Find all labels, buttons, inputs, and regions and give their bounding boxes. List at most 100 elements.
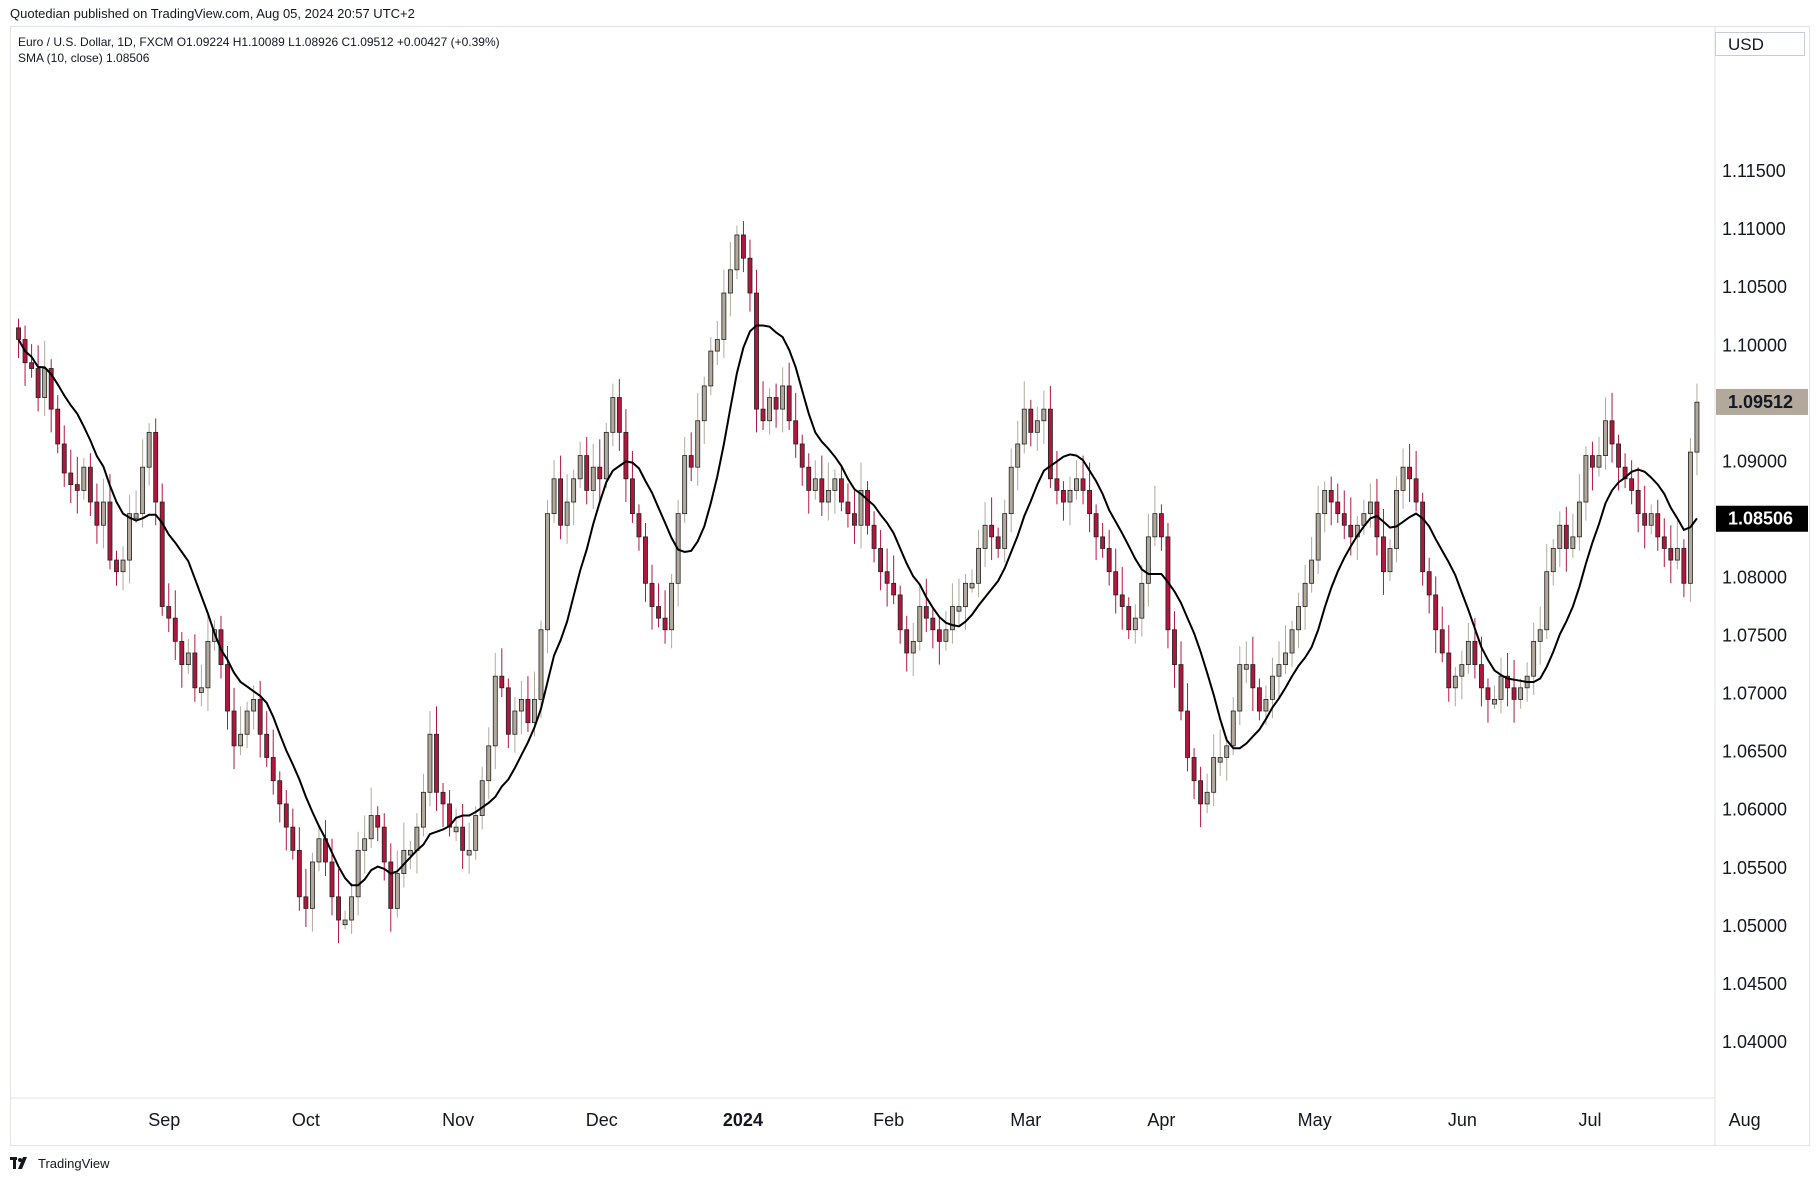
candle-body — [1198, 780, 1204, 805]
candle-body — [264, 733, 270, 758]
candle-body — [473, 815, 479, 851]
candle-body — [185, 652, 191, 665]
candle-body — [1433, 594, 1439, 631]
candle-body — [1616, 443, 1621, 468]
candle-body — [1185, 710, 1190, 758]
candle-body — [1603, 420, 1608, 456]
candle-body — [682, 455, 688, 515]
candle-body — [1687, 451, 1693, 584]
candle-body — [1596, 455, 1602, 468]
candle-body — [225, 664, 230, 712]
candle-body — [309, 861, 315, 909]
candle-body — [701, 385, 707, 422]
candle-body — [832, 478, 838, 491]
candle-body — [1557, 524, 1563, 549]
candle-body — [460, 826, 466, 851]
candle-body — [1296, 606, 1301, 631]
candle-body — [721, 292, 727, 340]
x-tick-label: May — [1298, 1110, 1332, 1130]
candle-body — [127, 513, 132, 561]
candle-body — [434, 733, 439, 793]
candle-body — [257, 699, 263, 735]
published-caption: Quotedian published on TradingView.com, … — [10, 6, 415, 21]
chart-frame[interactable] — [10, 26, 1810, 1146]
candle-body — [1381, 536, 1386, 573]
y-tick-label: 1.11500 — [1722, 161, 1786, 181]
candle-body — [107, 501, 113, 561]
candle-body — [336, 896, 341, 921]
candle-body — [48, 368, 54, 410]
candle-body — [767, 397, 772, 422]
x-tick-label: Apr — [1147, 1110, 1175, 1130]
y-tick-label: 1.05000 — [1722, 916, 1787, 936]
candle-body — [943, 629, 949, 642]
candle-body — [381, 826, 387, 863]
candle-body — [773, 397, 779, 410]
x-tick-label: Sep — [148, 1110, 180, 1130]
candle-body — [61, 443, 67, 474]
candle-body — [172, 617, 178, 642]
candle-body — [538, 629, 544, 700]
candle-body — [1061, 490, 1066, 503]
y-tick-label: 1.11000 — [1722, 219, 1786, 239]
candle-body — [1655, 513, 1661, 538]
candle-body — [427, 733, 433, 793]
sma-legend-line[interactable]: SMA (10, close) 1.08506 — [18, 51, 150, 65]
candle-body — [786, 385, 792, 422]
candle-body — [29, 362, 35, 369]
candle-body — [525, 699, 531, 724]
candle-body — [101, 501, 106, 526]
x-tick-label: 2024 — [723, 1110, 763, 1130]
candle-body — [754, 292, 759, 410]
candle-body — [1609, 420, 1615, 445]
candle-body — [1106, 548, 1112, 573]
candle-body — [296, 849, 302, 898]
symbol-legend-line[interactable]: Euro / U.S. Dollar, 1D, FXCM O1.09224 H1… — [18, 35, 500, 49]
candle-body — [1681, 548, 1687, 584]
candle-body — [499, 675, 505, 689]
candle-body — [1047, 408, 1053, 480]
candle-body — [969, 582, 975, 589]
candle-body — [590, 466, 596, 491]
candle-body — [865, 490, 870, 526]
candle-body — [1322, 490, 1328, 515]
candle-body — [1158, 513, 1164, 538]
candle-body — [1374, 501, 1380, 538]
candle-body — [1172, 629, 1177, 665]
candle-body — [329, 861, 335, 898]
candle-body — [1498, 675, 1504, 700]
candle-body — [140, 466, 146, 515]
candle-body — [1237, 664, 1243, 712]
candle-body — [492, 675, 498, 747]
x-tick-label: Feb — [873, 1110, 904, 1130]
candle-body — [68, 472, 74, 486]
candle-body — [1008, 466, 1014, 515]
candle-body — [1563, 524, 1569, 549]
candle-body — [1452, 675, 1458, 689]
candle-body — [1270, 675, 1275, 700]
currency-selector[interactable]: USD — [1715, 32, 1805, 56]
candle-body — [1067, 490, 1073, 503]
candle-body — [1472, 640, 1478, 665]
tradingview-footer[interactable]: TradingView — [10, 1156, 110, 1171]
candle-body — [1315, 513, 1321, 561]
chart-legend[interactable]: Euro / U.S. Dollar, 1D, FXCM O1.09224 H1… — [18, 34, 500, 66]
candle-body — [950, 606, 955, 631]
candle-body — [1511, 687, 1517, 700]
last-price-label: 1.09512 — [1728, 392, 1793, 412]
candle-body — [982, 524, 988, 549]
x-tick-label: Nov — [442, 1110, 474, 1130]
candle-body — [571, 478, 577, 503]
x-tick-label: Jun — [1448, 1110, 1477, 1130]
candle-body — [1400, 466, 1406, 491]
candle-body — [375, 815, 381, 828]
candle-body — [1178, 664, 1184, 712]
candle-body — [94, 501, 100, 526]
candle-body — [923, 606, 929, 619]
candle-body — [1648, 513, 1654, 526]
sma-value-label: 1.08506 — [1728, 509, 1793, 529]
candle-body — [577, 455, 583, 480]
candle-body — [1204, 791, 1210, 805]
candle-body — [1439, 629, 1445, 654]
